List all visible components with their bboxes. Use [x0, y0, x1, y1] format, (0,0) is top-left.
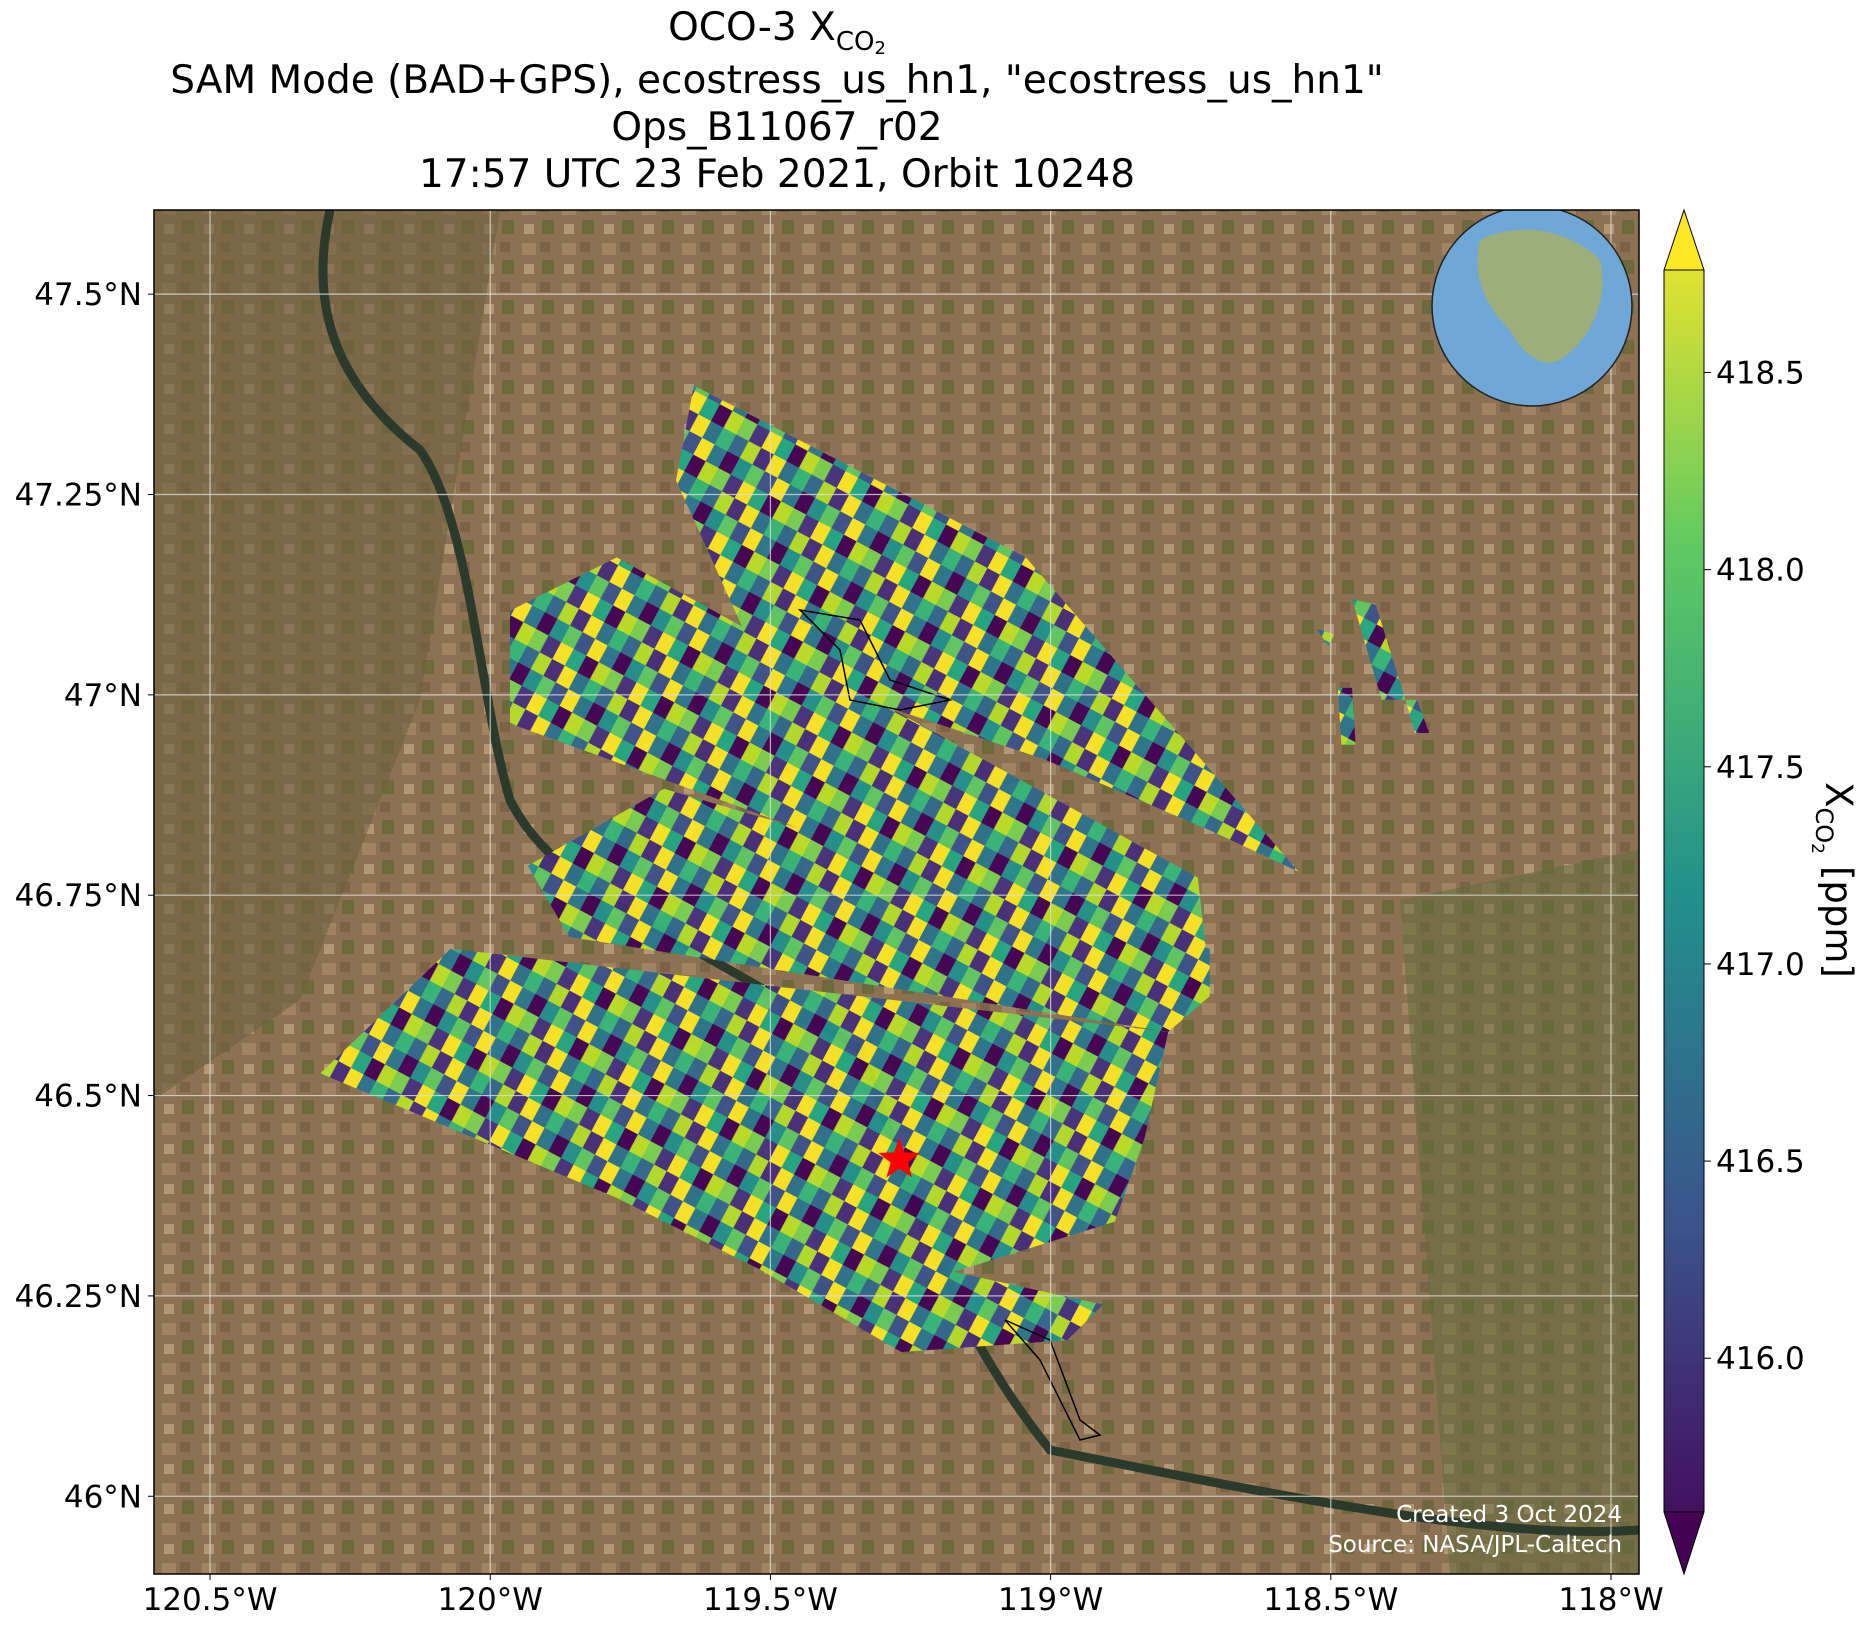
title-line1: OCO-3 XCO2	[668, 5, 886, 59]
cb-label-subsub: 2	[1807, 843, 1827, 854]
title-line3: Ops_B11067_r02	[611, 105, 942, 150]
map-area: Created 3 Oct 2024 Source: NASA/JPL-Calt…	[154, 210, 1639, 1574]
title-subsub: 2	[874, 38, 885, 59]
title-line4: 17:57 UTC 23 Feb 2021, Orbit 10248	[419, 152, 1135, 197]
y-tick-label: 47.25°N	[15, 478, 142, 514]
cb-label-text: X	[1817, 782, 1860, 807]
title-text: OCO-3 X	[668, 5, 836, 50]
colorbar-tick-label: 416.0	[1716, 1341, 1805, 1377]
x-tick-label: 120°W	[438, 1582, 543, 1618]
cb-label-sub: CO	[1810, 807, 1838, 843]
x-tick-label: 118°W	[1558, 1582, 1663, 1618]
x-tick-label: 119°W	[998, 1582, 1103, 1618]
colorbar-tick-label: 418.5	[1716, 356, 1805, 392]
colorbar	[1664, 210, 1704, 1574]
target-star	[878, 1137, 921, 1178]
colorbar-label: XCO2 [ppm]	[1807, 782, 1860, 978]
colorbar-tick-label: 416.5	[1716, 1144, 1805, 1180]
colorbar-frame	[1663, 269, 1705, 1513]
river	[318, 210, 1639, 1537]
y-tick-label: 46°N	[64, 1479, 142, 1515]
y-tick-label: 47.5°N	[34, 277, 142, 313]
lake-outline	[797, 608, 953, 711]
colorbar-tick-label: 418.0	[1716, 553, 1805, 589]
y-tick-label: 46.5°N	[34, 1079, 142, 1115]
cb-label-unit: [ppm]	[1817, 866, 1860, 978]
y-tick-label: 47°N	[64, 678, 142, 714]
x-tick-label: 119.5°W	[703, 1582, 838, 1618]
title-line2: SAM Mode (BAD+GPS), ecostress_us_hn1, "e…	[170, 58, 1383, 103]
colorbar-tick-label: 417.5	[1716, 750, 1805, 786]
colorbar-extend-top	[1663, 208, 1705, 271]
lake-outline	[1004, 1319, 1102, 1441]
x-tick-label: 120.5°W	[143, 1582, 278, 1618]
y-tick-label: 46.25°N	[15, 1279, 142, 1315]
x-tick-label: 118.5°W	[1263, 1582, 1398, 1618]
terrain	[154, 210, 500, 1100]
terrain	[1400, 850, 1639, 1574]
credit-source: Source: NASA/JPL-Caltech	[1328, 1532, 1622, 1558]
colorbar-tick-label: 417.0	[1716, 947, 1805, 983]
credit-created: Created 3 Oct 2024	[1396, 1502, 1622, 1528]
colorbar-extend-bottom	[1663, 1511, 1705, 1576]
y-tick-label: 46.75°N	[15, 878, 142, 914]
map-frame	[153, 209, 1640, 1575]
title-sub: CO	[836, 27, 875, 57]
inset-land	[1477, 229, 1603, 363]
swaths	[320, 385, 1430, 1353]
